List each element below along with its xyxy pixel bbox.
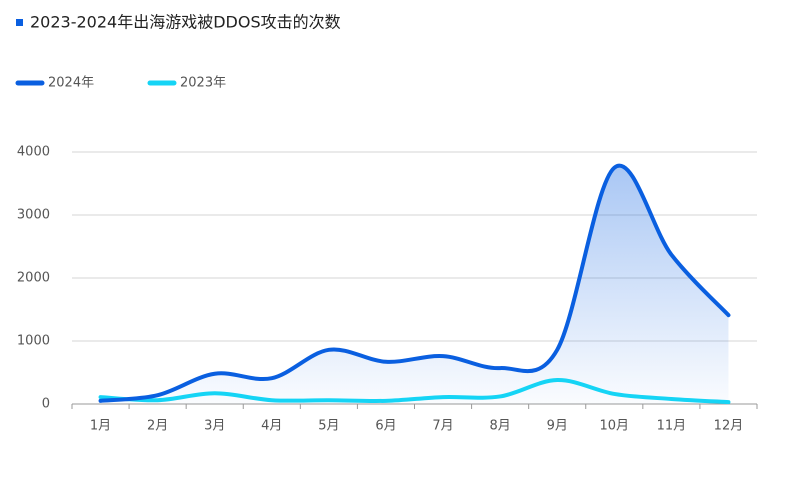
y-tick-label: 3000 (17, 208, 50, 223)
x-tick-label: 11月 (657, 419, 687, 434)
legend-label: 2023年 (180, 76, 226, 91)
chart-title: 2023-2024年出海游戏被DDOS攻击的次数 (30, 13, 341, 32)
y-tick-label: 1000 (17, 334, 50, 349)
y-tick-label: 2000 (17, 271, 50, 286)
area (100, 165, 729, 404)
x-tick-label: 12月 (714, 419, 744, 434)
x-tick-label: 7月 (432, 419, 453, 434)
y-tick-label: 0 (42, 397, 50, 412)
x-tick-label: 5月 (318, 419, 339, 434)
series-line (98, 378, 731, 405)
x-tick-label: 9月 (547, 419, 568, 434)
x-tick-label: 3月 (204, 419, 225, 434)
x-tick-label: 10月 (600, 419, 630, 434)
x-tick-label: 2月 (147, 419, 168, 434)
series-line (98, 163, 731, 403)
y-tick-label: 4000 (17, 145, 50, 160)
x-tick-label: 1月 (90, 419, 111, 434)
x-tick-label: 6月 (375, 419, 396, 434)
title-marker (16, 19, 23, 26)
legend-label: 2024年 (48, 76, 94, 91)
x-tick-label: 4月 (261, 419, 282, 434)
x-tick-label: 8月 (489, 419, 510, 434)
